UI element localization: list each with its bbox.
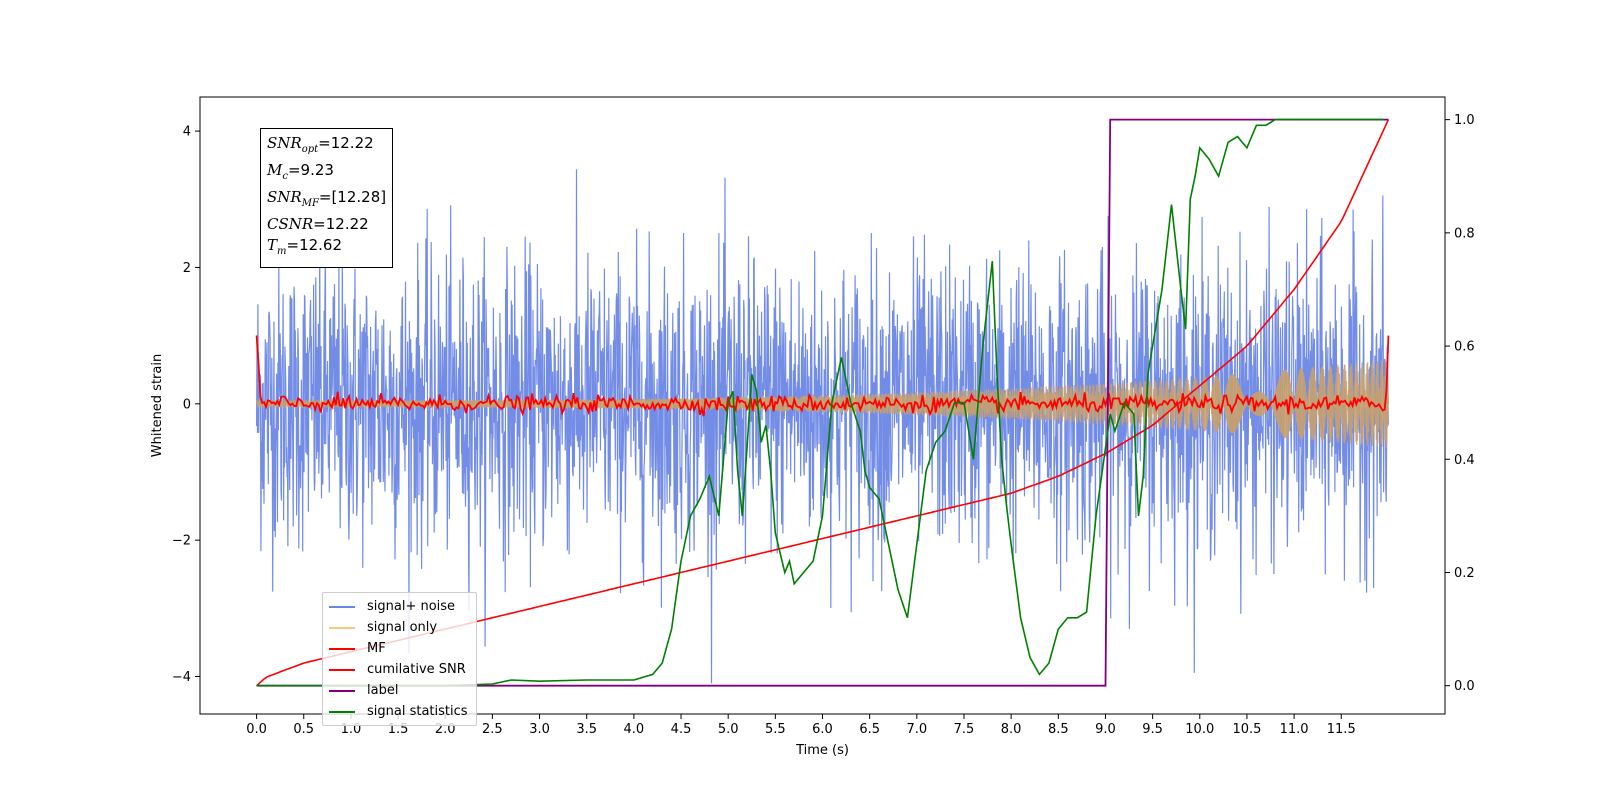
legend-swatch [329,626,355,629]
x-tick-label: 4.0 [624,722,645,737]
y2-tick-label: 0.6 [1454,340,1475,355]
y-tick-label: −2 [172,534,191,549]
legend-swatch [329,647,355,650]
x-tick-label: 9.5 [1142,722,1163,737]
x-tick-label: 10.0 [1185,722,1214,737]
x-tick-label: 10.5 [1232,722,1261,737]
stats-box: SNRopt=12.22 Mc=9.23 SNRMF=[12.28] CSNR=… [260,128,394,268]
legend-swatch [329,710,355,713]
y-tick-label: 4 [183,125,191,140]
series-label-line [256,118,1389,687]
y-tick-label: 0 [183,397,191,412]
series-mf-line [255,335,1390,417]
legend-item-signal-noise: signal+ noise [329,596,468,617]
stats-snr-mf: SNRMF=[12.28] [267,188,387,209]
legend-item-signal-statistics: signal statistics [329,701,468,722]
x-tick-label: 6.0 [812,722,833,737]
stats-tm: Tm=12.62 [267,236,343,257]
legend-item-cumulative-snr: cumilative SNR [329,659,468,680]
y2-tick-label: 0.4 [1454,453,1475,468]
legend-swatch [329,689,355,692]
legend-swatch [329,605,355,608]
legend: signal+ noise signal only MF cumilative … [322,592,477,726]
stats-mc: Mc=9.23 [267,161,334,182]
x-tick-label: 0.5 [293,722,314,737]
x-tick-label: 4.5 [671,722,692,737]
legend-item-signal-only: signal only [329,617,468,638]
y-axis-label: Whitened strain [150,354,165,457]
y-tick-label: −4 [172,670,191,685]
x-tick-label: 3.0 [529,722,550,737]
series-signal-statistics-line [256,118,1384,687]
x-tick-label: 0.0 [246,722,267,737]
y-tick-label: 2 [183,261,191,276]
x-tick-label: 5.5 [765,722,786,737]
x-tick-label: 6.5 [859,722,880,737]
x-tick-label: 3.5 [576,722,597,737]
x-tick-label: 8.5 [1048,722,1069,737]
x-tick-label: 11.5 [1327,722,1356,737]
y2-tick-label: 1.0 [1454,113,1475,128]
stats-csnr: CSNR=12.22 [267,215,369,233]
series-signal-only-line [256,360,1389,448]
y2-tick-label: 0.2 [1454,566,1475,581]
series-signal-noise-line [256,169,1389,684]
y2-tick-label: 0.8 [1454,226,1475,241]
x-axis-label: Time (s) [795,743,849,758]
x-tick-label: 8.0 [1001,722,1022,737]
legend-item-mf: MF [329,638,468,659]
x-tick-label: 7.0 [906,722,927,737]
legend-swatch [329,668,355,671]
x-tick-label: 2.5 [482,722,503,737]
x-tick-label: 11.0 [1280,722,1309,737]
x-tick-label: 7.5 [954,722,975,737]
legend-item-label: label [329,680,468,701]
stats-snr-opt: SNRopt=12.22 [267,134,374,155]
y2-tick-label: 0.0 [1454,679,1475,694]
x-tick-label: 9.0 [1095,722,1116,737]
x-tick-label: 5.0 [718,722,739,737]
